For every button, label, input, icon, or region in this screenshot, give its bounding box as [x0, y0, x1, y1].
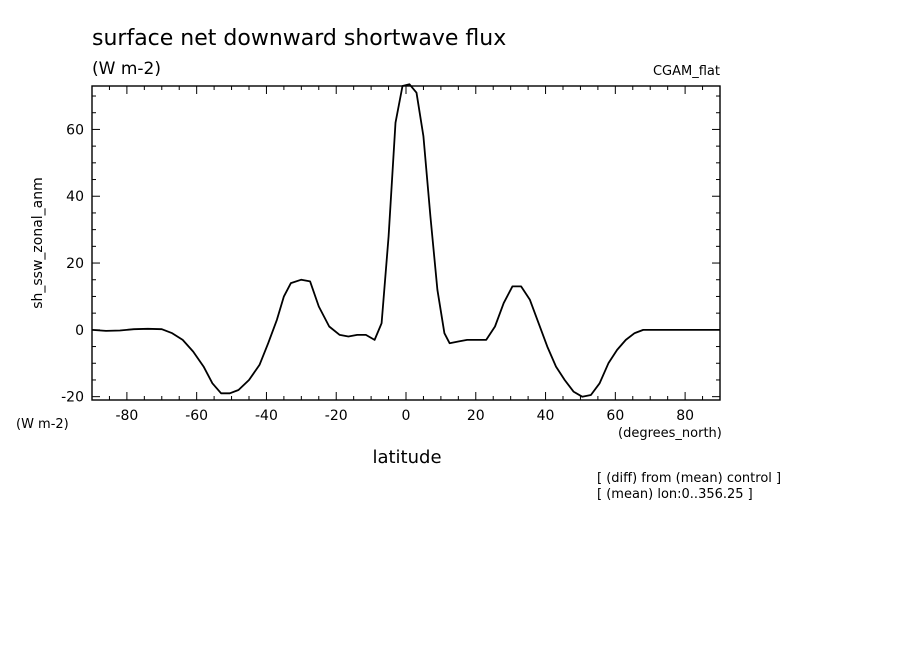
x-tick-label: 0	[402, 408, 411, 424]
chart-units: (W m-2)	[92, 59, 161, 79]
x-tick-label: -40	[255, 408, 278, 424]
plot-area: -80 -60 -40 -20 0 20 40 60 80 -20 0 20 40 60	[61, 83, 721, 424]
x-tick-label: 80	[676, 408, 694, 424]
x-axis-units: (degrees_north)	[618, 426, 722, 441]
x-axis-label: latitude	[372, 447, 441, 468]
y-tick-label: 20	[66, 256, 84, 272]
y-axis-label: sh_ssw_zonal_anm	[30, 177, 46, 309]
y-tick-label: -20	[61, 390, 84, 406]
y-tick-label: 60	[66, 122, 84, 138]
x-tick-label: 40	[537, 408, 555, 424]
plot-frame	[91, 85, 721, 401]
chart-title: surface net downward shortwave flux	[92, 26, 506, 51]
y-tick-label: 0	[75, 323, 84, 339]
y-axis-units: (W m-2)	[16, 417, 69, 432]
model-label: CGAM_flat	[653, 64, 720, 79]
x-tick-label: -60	[185, 408, 208, 424]
series-line	[91, 83, 720, 398]
x-tick-label: -80	[115, 408, 138, 424]
x-tick-label: 20	[467, 408, 485, 424]
x-tick-label: 60	[606, 408, 624, 424]
x-tick-label: -20	[325, 408, 348, 424]
note-line-1: [ (diff) from (mean) control ]	[597, 471, 781, 486]
y-tick-label: 40	[66, 189, 84, 205]
note-line-2: [ (mean) lon:0..356.25 ]	[597, 487, 753, 502]
